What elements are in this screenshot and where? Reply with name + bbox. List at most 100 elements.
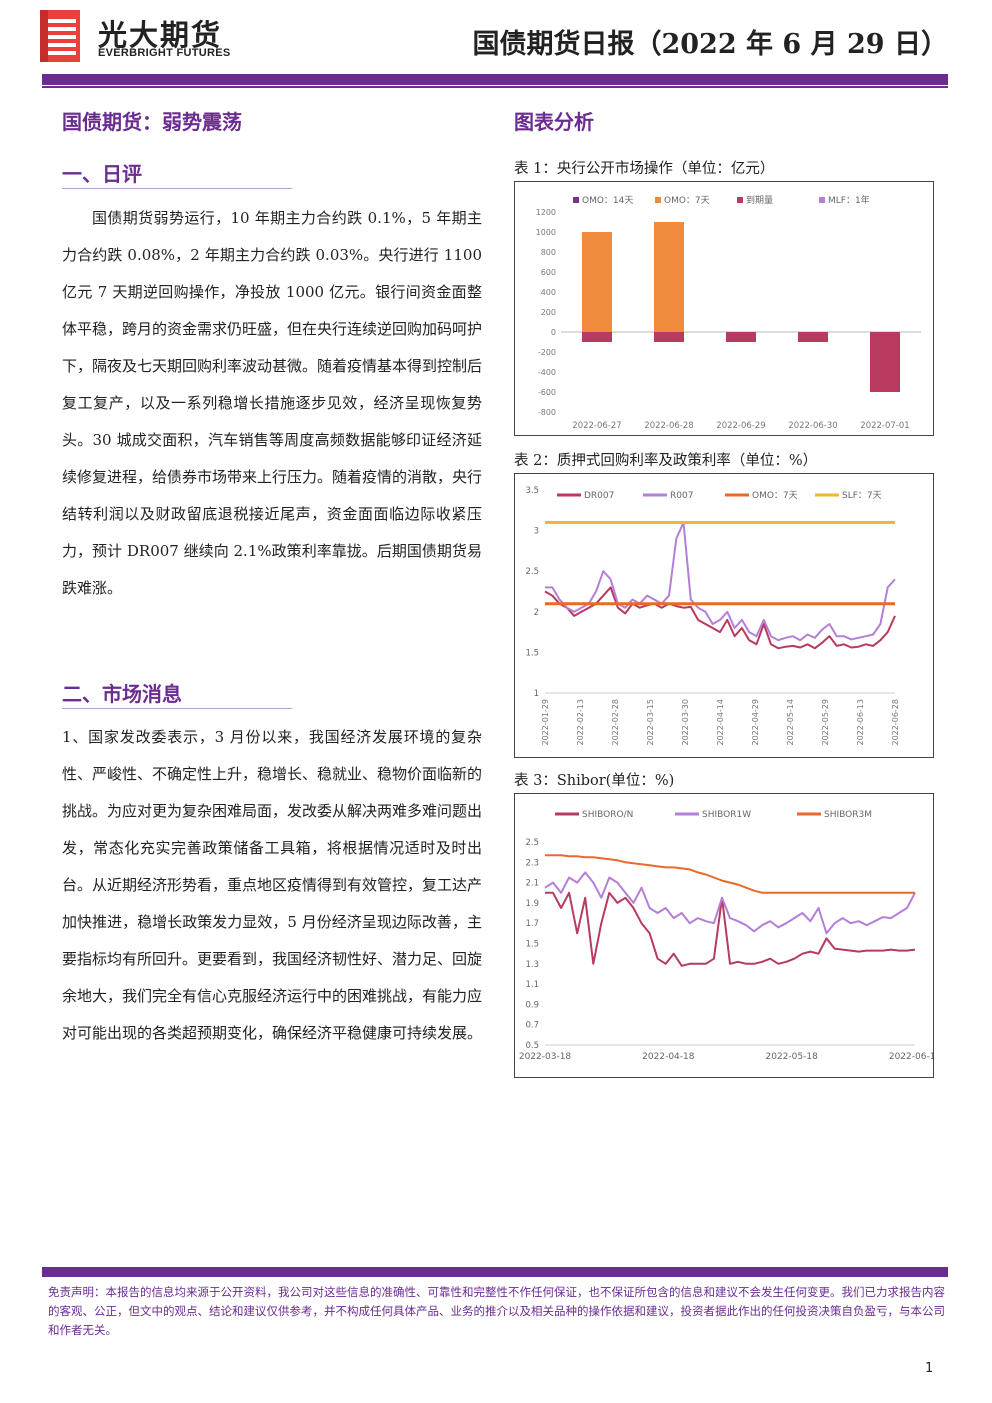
legend-swatch [819, 197, 825, 203]
legend-swatch [655, 197, 661, 203]
bar [582, 232, 612, 332]
x-tick-label: 2022-02-28 [611, 699, 620, 746]
y-tick-label: 2 [534, 608, 539, 618]
y-tick-label: 1200 [536, 208, 556, 217]
y-tick-label: -200 [538, 348, 556, 357]
y-tick-label: -600 [538, 388, 556, 397]
series-line [545, 521, 896, 642]
x-tick-label: 2022-06-29 [716, 421, 765, 431]
x-tick-label: 2022-05-18 [766, 1052, 819, 1062]
x-tick-label: 2022-04-29 [751, 699, 760, 746]
brand-name-en: EVERBRIGHT FUTURES [98, 47, 231, 59]
y-tick-label: 2.3 [525, 858, 539, 868]
disclaimer-text: 免责声明：本报告的信息均来源于公开资料，我公司对这些信息的准确性、可靠性和完整性… [48, 1285, 945, 1337]
series-line [545, 854, 915, 894]
figure2-chart: DR007 R007 OMO：7天 SLF：7天 3.5 3 2.5 2 1.5 1 2022-01… [514, 473, 934, 758]
y-tick-label: 1.5 [525, 648, 539, 658]
series-line [544, 871, 916, 935]
figure1-caption: 表 1：央行公开市场操作（单位：亿元） [514, 161, 775, 177]
section-news-underline [62, 708, 292, 709]
y-tick-label: 1.5 [525, 940, 539, 950]
y-tick-label: 0.5 [525, 1041, 539, 1051]
y-tick-label: 0.7 [525, 1021, 539, 1031]
y-tick-label: 3 [534, 527, 539, 537]
y-tick-label: 0 [551, 328, 556, 337]
brand-logo-icon [40, 10, 80, 62]
y-tick-label: 1.1 [525, 980, 539, 990]
y-tick-label: 200 [541, 308, 556, 317]
bar [582, 332, 612, 342]
main-title: 国债期货：弱势震荡 [62, 110, 242, 134]
x-tick-label: 2022-04-18 [642, 1052, 695, 1062]
x-tick-label: 2022-06-30 [788, 421, 837, 431]
legend-label: 到期量 [746, 194, 773, 206]
y-tick-label: 400 [541, 288, 556, 297]
x-tick-label: 2022-06-27 [572, 421, 621, 431]
x-tick-label: 2022-03-15 [646, 699, 655, 746]
legend-label: OMO：7天 [664, 196, 710, 206]
y-tick-label: 1.9 [525, 899, 539, 909]
legend-label: OMO：7天 [752, 491, 798, 501]
footer-divider [42, 1267, 948, 1277]
bar [654, 332, 684, 342]
legend-label: MLF：1年 [828, 194, 870, 206]
page-number: 1 [925, 1361, 934, 1376]
y-tick-label: -800 [538, 408, 556, 417]
y-tick-label: 1.7 [525, 919, 539, 929]
x-tick-label: 2022-04-14 [716, 699, 725, 746]
x-tick-label: 2022-03-18 [519, 1052, 572, 1062]
y-tick-label: 1 [534, 689, 539, 699]
bar [798, 332, 828, 342]
legend-label: DR007 [584, 491, 614, 501]
series-line [545, 891, 916, 967]
x-tick-label: 2022-06-18 [889, 1052, 933, 1062]
figure2-caption: 表 2：质押式回购利率及政策利率（单位：%） [514, 453, 818, 469]
y-tick-label: 3.5 [525, 486, 539, 496]
y-tick-label: 2.5 [525, 567, 539, 577]
section-review-underline [62, 188, 292, 189]
news-paragraph: 1、国家发改委表示，3 月份以来，我国经济发展环境的复杂性、严峻性、不确定性上升… [62, 719, 482, 1052]
x-tick-label: 2022-06-13 [856, 699, 865, 746]
y-tick-label: -400 [538, 368, 556, 377]
legend-swatch [573, 197, 579, 203]
x-tick-label: 2022-03-30 [681, 699, 690, 746]
header-divider-thin [42, 86, 948, 88]
y-tick-label: 1000 [536, 228, 556, 237]
legend-label: OMO：14天 [582, 196, 633, 206]
y-tick-label: 800 [541, 248, 556, 257]
y-tick-label: 1.3 [525, 960, 539, 970]
figure1-chart: OMO：14天 OMO：7天 到期量 MLF：1年 1200 1000 800 600 400 2… [514, 181, 934, 436]
x-tick-label: 2022-06-28 [644, 421, 693, 431]
legend-label: SHIBOR1W [702, 810, 751, 820]
legend-label: R007 [670, 491, 693, 501]
review-paragraph: 国债期货弱势运行，10 年期主力合约跌 0.1%，5 年期主力合约跌 0.08%… [62, 200, 482, 607]
legend-label: SHIBOR3M [824, 810, 872, 820]
chart-analysis-title: 图表分析 [514, 110, 594, 134]
bar [654, 222, 684, 332]
section-review-title: 一、日评 [62, 162, 142, 186]
x-tick-label: 2022-05-29 [821, 699, 830, 746]
figure3-chart: SHIBORO/N SHIBOR1W SHIBOR3M 2.5 2.3 2.1 1.9 1.7… [514, 793, 934, 1078]
news-text: 1、国家发改委表示，3 月份以来，我国经济发展环境的复杂性、严峻性、不确定性上升… [62, 728, 483, 1042]
bar [726, 332, 756, 342]
header-divider [42, 74, 948, 85]
y-tick-label: 600 [541, 268, 556, 277]
report-title: 国债期货日报（2022 年 6 月 29 日） [472, 29, 948, 60]
figure3-caption: 表 3：Shibor(单位：%) [514, 773, 675, 789]
y-tick-label: 0.9 [525, 1000, 539, 1010]
x-tick-label: 2022-05-14 [786, 699, 795, 746]
legend-label: SLF：7天 [842, 491, 882, 501]
x-tick-label: 2022-02-13 [576, 699, 585, 746]
review-text: 国债期货弱势运行，10 年期主力合约跌 0.1%，5 年期主力合约跌 0.08%… [62, 209, 483, 597]
section-news-title: 二、市场消息 [62, 682, 182, 706]
x-tick-label: 2022-06-28 [891, 699, 900, 746]
brand-name-cn: 光大期货 [98, 18, 223, 52]
bar [870, 332, 900, 392]
legend-swatch [737, 197, 743, 203]
series-line [544, 586, 896, 650]
legend-label: SHIBORO/N [582, 810, 633, 820]
x-tick-label: 2022-07-01 [860, 421, 909, 431]
x-tick-label: 2022-01-29 [541, 699, 550, 746]
y-tick-label: 2.1 [525, 879, 539, 889]
y-tick-label: 2.5 [525, 838, 539, 848]
